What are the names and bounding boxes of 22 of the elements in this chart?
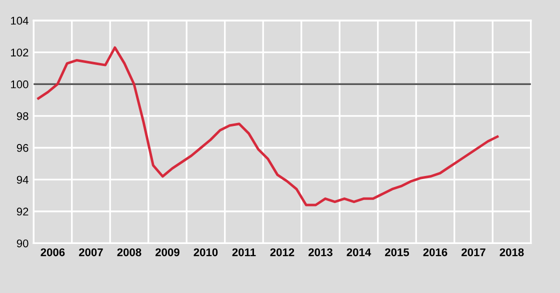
y-tick-label: 102 xyxy=(11,48,28,56)
x-tick-label: 2008 xyxy=(117,248,142,256)
x-tick-label: 2011 xyxy=(232,248,256,256)
y-tick-label: 98 xyxy=(16,112,28,120)
y-tick-label: 94 xyxy=(16,176,28,184)
x-tick-label: 2013 xyxy=(308,248,332,256)
x-tick-label: 2007 xyxy=(79,248,103,256)
x-tick-label: 2006 xyxy=(40,248,65,256)
y-tick-label: 100 xyxy=(11,80,28,88)
line-series xyxy=(37,46,499,206)
y-tick-label: 96 xyxy=(16,144,28,152)
y-tick-label: 104 xyxy=(11,16,28,25)
y-tick-label: 90 xyxy=(16,239,28,248)
x-tick-label: 2010 xyxy=(194,248,218,256)
x-tick-label: 2017 xyxy=(462,248,486,256)
x-tick-label: 2009 xyxy=(156,248,180,256)
x-tick-label: 2015 xyxy=(385,248,410,256)
x-tick-label: 2016 xyxy=(423,248,448,256)
x-tick-label: 2018 xyxy=(500,248,524,256)
x-tick-label: 2012 xyxy=(270,248,294,256)
y-tick-label: 92 xyxy=(16,208,28,216)
x-tick-label: 2014 xyxy=(346,248,372,256)
